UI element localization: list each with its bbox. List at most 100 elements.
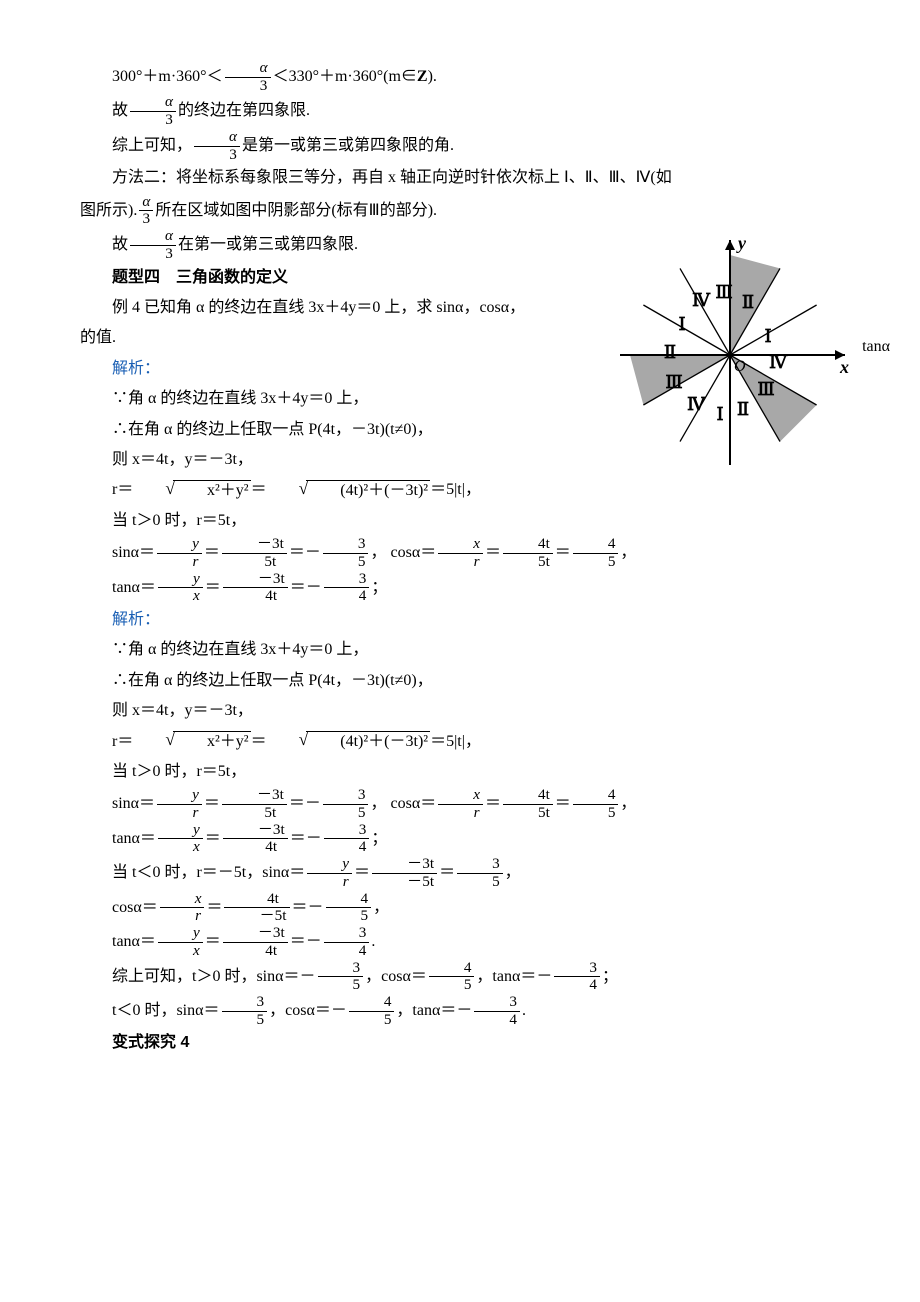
t: ， [370, 795, 386, 812]
arg: (4t)²＋(－3t)² [306, 480, 430, 502]
n: α [130, 228, 176, 245]
t: ； [602, 967, 618, 984]
svg-text:Ⅰ: Ⅰ [716, 404, 723, 424]
d: 4t [223, 838, 288, 856]
frac: 34 [324, 925, 370, 959]
t: ＝ [555, 544, 571, 561]
t: ，cosα＝ [365, 967, 427, 984]
t: 所在区域如图中阴影部分(标有Ⅲ的部分). [155, 202, 437, 219]
svg-text:Ⅳ: Ⅳ [687, 394, 706, 414]
t: cosα＝ [390, 795, 436, 812]
frac: 4t5t [503, 787, 553, 821]
t: 方法二：将坐标系每象限三等分，再自 x 轴正向逆时针依次标上 Ⅰ、Ⅱ、Ⅲ、Ⅳ(如 [112, 169, 672, 186]
svg-text:Ⅲ: Ⅲ [757, 379, 774, 399]
n: y [157, 536, 202, 553]
arg: x²＋y² [173, 480, 251, 502]
d: 3 [130, 111, 176, 129]
d: 5t [222, 804, 287, 822]
svg-text:x: x [839, 357, 849, 377]
frac: 34 [324, 571, 370, 605]
t: － [306, 830, 322, 847]
d: r [438, 804, 483, 822]
n: 3 [323, 536, 369, 553]
n: 3 [457, 856, 503, 873]
frac: α3 [130, 94, 176, 128]
t: ＝ [485, 795, 501, 812]
n: 3 [318, 960, 364, 977]
n: x [160, 891, 205, 908]
t: － [306, 578, 322, 595]
d: 5 [222, 1011, 268, 1029]
t: ，tanα＝－ [476, 967, 552, 984]
frac: －3t－5t [372, 856, 437, 890]
d: 4 [324, 587, 370, 605]
t: ＝ [205, 830, 221, 847]
n: y [158, 925, 203, 942]
svg-text:Ⅱ: Ⅱ [737, 399, 749, 419]
body-line: 方法二：将坐标系每象限三等分，再自 x 轴正向逆时针依次标上 Ⅰ、Ⅱ、Ⅲ、Ⅳ(如 [80, 163, 840, 193]
n: 3 [324, 571, 370, 588]
t: cosα＝ [112, 899, 158, 916]
frac: 4t－5t [224, 891, 289, 925]
t: ＝ [555, 795, 571, 812]
frac: 34 [474, 994, 520, 1028]
t: ， [373, 899, 389, 916]
svg-text:Ⅰ: Ⅰ [678, 314, 685, 334]
t: r＝ [112, 733, 133, 750]
frac: －3t4t [223, 571, 288, 605]
frac: yr [157, 536, 202, 570]
sqrt: √x²＋y² [133, 480, 250, 502]
t: ＝ [485, 544, 501, 561]
body-line: 当 t＞0 时，r＝5t， [80, 506, 840, 536]
d: 5 [457, 873, 503, 891]
n: α [225, 60, 271, 77]
n: x [438, 536, 483, 553]
body-line: sinα＝yr＝－3t5t＝－35， cosα＝xr＝4t5t＝45， [80, 536, 840, 570]
svg-text:Ⅲ: Ⅲ [715, 282, 732, 302]
d: －5t [372, 873, 437, 891]
body-line: sinα＝yr＝－3t5t＝－35， cosα＝xr＝4t5t＝45， [80, 787, 840, 821]
solution-label: 解析： [80, 605, 840, 635]
d: x [158, 942, 203, 960]
t: cosα＝ [390, 544, 436, 561]
body-line: 当 t＜0 时，r＝－5t，sinα＝yr＝－3t－5t＝35， [80, 856, 840, 890]
d: 4 [554, 976, 600, 994]
n: －3t [223, 571, 288, 588]
radical-icon: √ [133, 480, 175, 498]
n: 3 [324, 925, 370, 942]
t: ； [371, 578, 387, 595]
d: r [438, 553, 483, 571]
t: 综上可知， [112, 137, 192, 154]
t: ， [620, 544, 636, 561]
n: α [139, 194, 153, 211]
body-line: 图所示).α3所在区域如图中阴影部分(标有Ⅲ的部分). [80, 194, 840, 228]
t: － [305, 795, 321, 812]
frac: yr [157, 787, 202, 821]
t: 当 t＜0 时，r＝－5t，sinα＝ [112, 864, 305, 881]
svg-text:Ⅱ: Ⅱ [664, 342, 676, 362]
t: ， [370, 544, 386, 561]
arg: (4t)²＋(－3t)² [306, 731, 430, 753]
t: 是第一或第三或第四象限的角. [242, 137, 454, 154]
d: x [158, 587, 203, 605]
t: 的终边在第四象限. [178, 102, 310, 119]
d: 4t [223, 587, 288, 605]
body-line: tanα＝yx＝－3t4t＝－34； [80, 571, 840, 605]
t: 在第一或第三或第四象限. [178, 236, 358, 253]
d: 5 [326, 907, 372, 925]
t: ＝ [290, 830, 306, 847]
frac: 35 [323, 787, 369, 821]
t: ＝ [354, 864, 370, 881]
t: ＝ [251, 481, 267, 498]
d: 4t [223, 942, 288, 960]
t: 图所示). [80, 202, 137, 219]
n: α [194, 129, 240, 146]
t: ，cosα＝－ [269, 1002, 347, 1019]
frac: －3t5t [222, 536, 287, 570]
t: ＝ [204, 544, 220, 561]
body-line: 300°＋m·360°＜α3＜330°＋m·360°(m∈Z). [80, 60, 840, 94]
n: －3t [222, 787, 287, 804]
n: 4 [573, 536, 619, 553]
n: 3 [222, 994, 268, 1011]
t: － [305, 544, 321, 561]
